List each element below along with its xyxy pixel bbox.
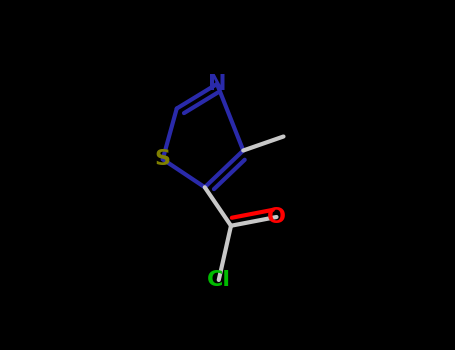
Text: N: N [208, 74, 226, 94]
Text: S: S [155, 149, 171, 169]
Text: O: O [267, 207, 286, 227]
Text: Cl: Cl [207, 270, 231, 290]
